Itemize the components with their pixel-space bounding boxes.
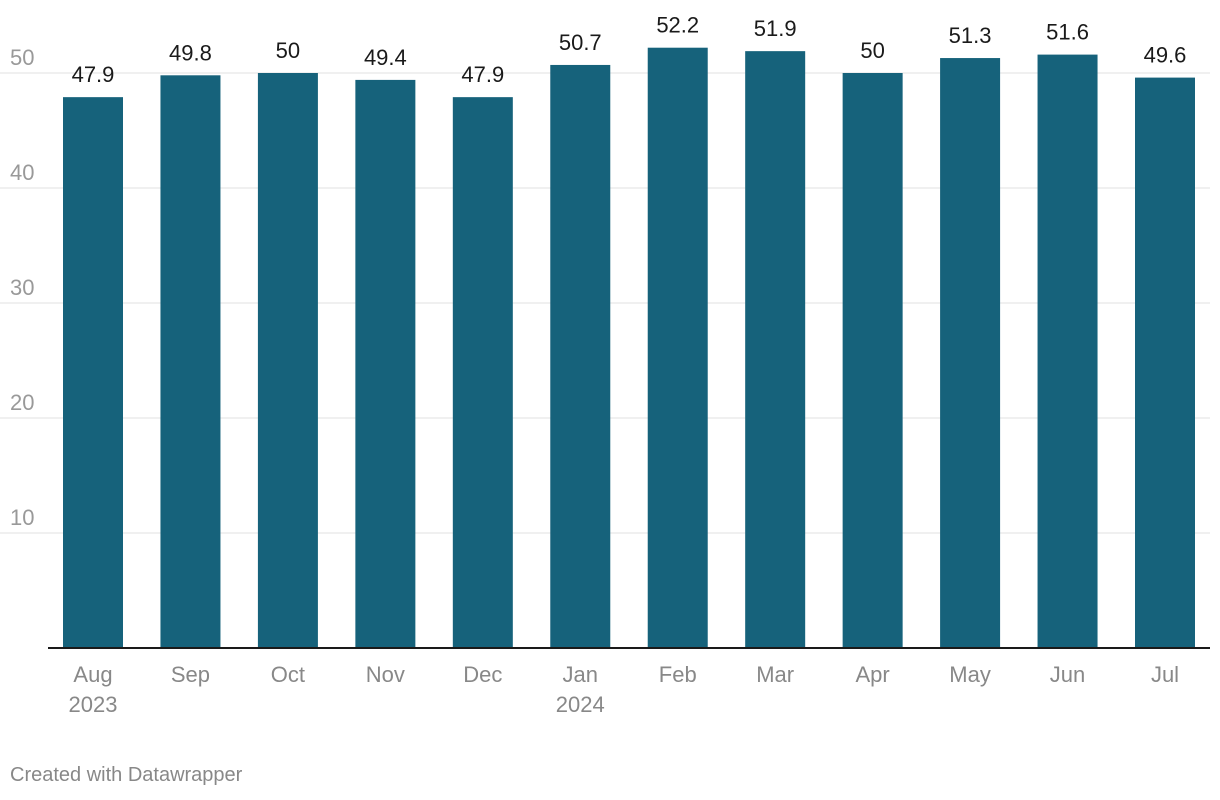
x-tick-label: Oct xyxy=(271,662,305,687)
x-tick-label: Feb xyxy=(659,662,697,687)
value-labels: 47.9 49.8 50 49.4 47.9 50.7 52.2 51.9 50 51.3 51.6… xyxy=(72,13,1187,87)
y-tick-label: 30 xyxy=(10,275,34,300)
data-label: 49.6 xyxy=(1144,43,1187,68)
bars xyxy=(63,47,1195,649)
data-label: 51.6 xyxy=(1046,20,1089,45)
data-label: 49.4 xyxy=(364,45,407,70)
y-tick-label: 10 xyxy=(10,505,34,530)
x-tick-label: Apr xyxy=(856,662,890,687)
bar xyxy=(355,79,416,648)
data-label: 49.8 xyxy=(169,40,212,65)
y-tick-label: 20 xyxy=(10,390,34,415)
bar-chart: 10 20 30 40 50 47.9 49.8 50 49.4 47.9 50.7 52.2 51.… xyxy=(0,13,1210,717)
data-label: 50.7 xyxy=(559,30,602,55)
data-label: 50 xyxy=(860,38,884,63)
x-tick-label: Jul xyxy=(1151,662,1179,687)
x-tick-label: Mar xyxy=(756,662,794,687)
x-axis-ticks: Aug 2023 Sep Oct Nov Dec Jan 2024 Feb Mar Apr May Ju… xyxy=(69,662,1180,717)
bar xyxy=(160,75,221,649)
data-label: 51.9 xyxy=(754,16,797,41)
bar xyxy=(452,97,513,648)
bar xyxy=(647,47,708,648)
bar xyxy=(745,51,806,648)
x-tick-label: Nov xyxy=(366,662,405,687)
x-tick-label: Sep xyxy=(171,662,210,687)
x-tick-label: Jun xyxy=(1050,662,1085,687)
bar xyxy=(257,73,318,648)
data-label: 52.2 xyxy=(656,13,699,38)
data-label: 47.9 xyxy=(72,62,115,87)
y-tick-label: 50 xyxy=(10,45,34,70)
bar xyxy=(940,58,1001,649)
x-tick-label: May xyxy=(949,662,991,687)
y-tick-label: 40 xyxy=(10,160,34,185)
footer-credit: Created with Datawrapper xyxy=(10,764,243,786)
bar xyxy=(63,97,123,648)
data-label: 50 xyxy=(276,38,300,63)
x-tick-label: Dec xyxy=(463,662,502,687)
data-label: 51.3 xyxy=(949,23,992,48)
x-tick-label: Aug 2023 xyxy=(69,662,118,717)
x-tick-label: Jan 2024 xyxy=(556,662,605,717)
bar xyxy=(842,73,903,648)
data-label: 47.9 xyxy=(461,62,504,87)
bar xyxy=(1135,77,1195,649)
bar xyxy=(550,64,611,648)
bar xyxy=(1037,54,1098,649)
y-axis-ticks: 10 20 30 40 50 xyxy=(10,45,34,530)
